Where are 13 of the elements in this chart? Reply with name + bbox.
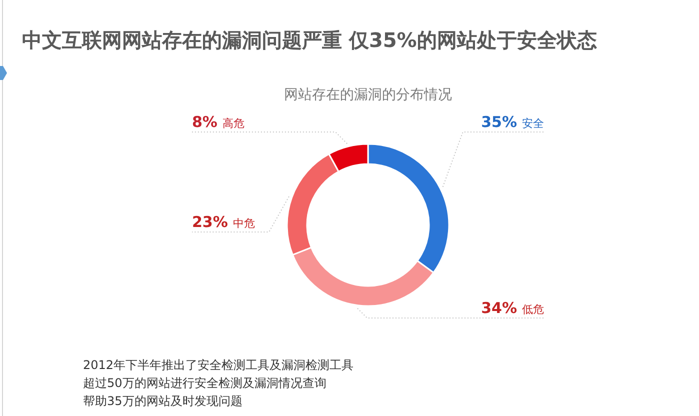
data-label: 34% <box>481 299 517 317</box>
text: 2012年下半年推出了安全检测工具及漏洞检测工具 <box>83 358 354 372</box>
slice-label: 中危 <box>232 217 255 230</box>
slice-label: 安全 <box>522 117 544 130</box>
data-label: 23% <box>192 213 228 231</box>
slice-label: 高危 <box>222 117 244 130</box>
data-label: 8% <box>192 113 218 131</box>
text: 超过50万的网站进行安全检测及漏洞情况查询 <box>83 376 326 390</box>
slice-label: 低危 <box>522 303 544 316</box>
data-label: 35% <box>481 113 517 131</box>
chart-title: 中文互联网网站存在的漏洞问题严重 仅35%的网站处于安全状态 <box>22 28 597 52</box>
text: 帮助35万的网站及时发现问题 <box>83 394 242 408</box>
chart-subtitle: 网站存在的漏洞的分布情况 <box>284 87 452 103</box>
